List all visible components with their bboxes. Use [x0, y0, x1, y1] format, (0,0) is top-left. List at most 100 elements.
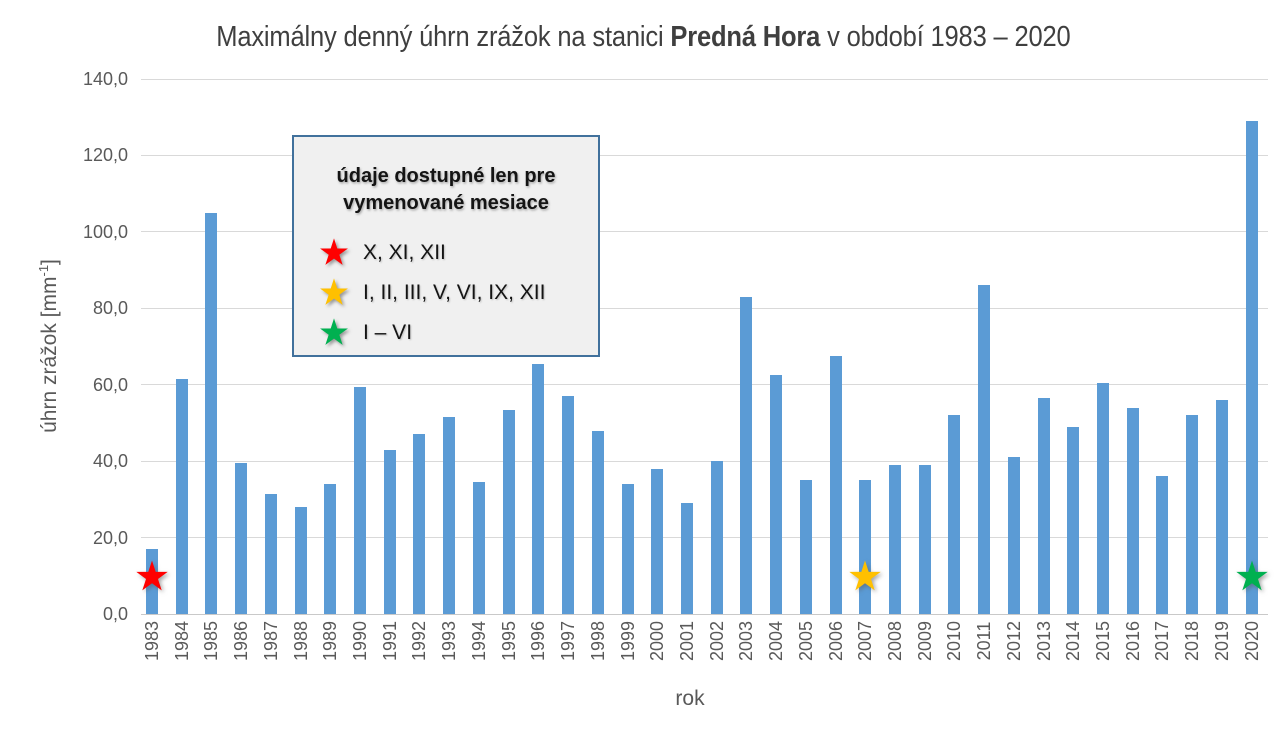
x-tick-label-2002: 2002: [706, 620, 727, 662]
bar-2020: [1245, 121, 1258, 614]
x-tick-label-1989: 1989: [320, 620, 341, 662]
bar-2015: [1097, 382, 1110, 614]
bar-1993: [443, 417, 456, 614]
gridline-80: [141, 307, 1268, 309]
bar-1990: [354, 386, 367, 614]
x-tick-label-2018: 2018: [1182, 620, 1203, 662]
x-tick-label-2003: 2003: [736, 620, 757, 662]
x-axis-title: rok: [675, 687, 705, 710]
legend-label-yellow: I, II, III, V, VI, IX, XII: [363, 281, 546, 304]
x-tick-label-2001: 2001: [676, 620, 697, 662]
x-tick-label-2000: 2000: [647, 620, 668, 662]
x-tick-label-1992: 1992: [409, 620, 430, 662]
x-tick-label-1991: 1991: [379, 620, 400, 662]
y-tick-label-20: 20,0: [92, 527, 128, 548]
bar-2006: [829, 356, 842, 614]
x-tick-label-1998: 1998: [587, 620, 608, 662]
bar-1996: [532, 363, 545, 614]
bar-2011: [978, 285, 991, 614]
bar-1991: [383, 449, 396, 614]
bar-2000: [651, 468, 664, 614]
chart-title: Maximálny denný úhrn zrážok na stanici P…: [0, 20, 1287, 54]
legend-title-line2: vymenované mesiace: [343, 192, 549, 214]
legend-box: údaje dostupné len pre vymenované mesiac…: [292, 135, 600, 357]
x-tick-label-1987: 1987: [260, 620, 281, 662]
bar-1994: [472, 482, 485, 614]
chart-title-suffix: v období 1983 – 2020: [820, 21, 1071, 53]
gridline-60: [141, 384, 1268, 386]
bar-2016: [1126, 407, 1139, 614]
star-marker-2007: [847, 559, 883, 595]
x-tick-label-2007: 2007: [855, 620, 876, 662]
bar-1992: [413, 434, 426, 614]
chart-title-station: Predná Hora: [670, 21, 821, 53]
legend-item-red: X, XI, XII: [318, 233, 598, 273]
x-tick-label-1999: 1999: [617, 620, 638, 662]
bar-1988: [294, 507, 307, 614]
bar-2013: [1037, 398, 1050, 614]
x-tick-label-2008: 2008: [885, 620, 905, 662]
x-tick-label-2013: 2013: [1033, 620, 1054, 662]
x-tick-label-1984: 1984: [171, 620, 192, 662]
gridline-40: [141, 460, 1268, 462]
bar-2014: [1067, 426, 1080, 614]
bar-1984: [175, 378, 188, 614]
bar-2003: [740, 296, 753, 614]
legend-item-yellow: I, II, III, V, VI, IX, XII: [318, 273, 598, 313]
bar-2001: [680, 503, 693, 614]
chart-title-prefix: Maximálny denný úhrn zrážok na stanici: [216, 21, 671, 53]
x-tick-label-2014: 2014: [1063, 620, 1084, 662]
bar-2002: [710, 461, 723, 614]
legend-label-red: X, XI, XII: [363, 241, 446, 264]
x-tick-label-2011: 2011: [974, 621, 995, 661]
x-tick-label-2006: 2006: [825, 620, 846, 662]
x-tick-label-1997: 1997: [558, 620, 579, 662]
star-marker-2020: [1234, 559, 1270, 595]
x-tick-label-1994: 1994: [468, 620, 489, 662]
x-tick-label-1995: 1995: [498, 620, 519, 662]
y-tick-label-80: 80,0: [92, 298, 128, 319]
x-tick-label-1996: 1996: [528, 620, 549, 662]
x-axis-line: [141, 613, 1268, 615]
y-tick-label-60: 60,0: [92, 374, 128, 395]
bar-2009: [918, 464, 931, 614]
x-tick-label-1983: 1983: [142, 620, 162, 662]
bar-2005: [799, 480, 812, 614]
star-marker-1983: [134, 559, 170, 595]
x-tick-label-2009: 2009: [914, 620, 935, 662]
bar-2019: [1215, 400, 1228, 614]
bar-1995: [502, 409, 515, 614]
yellow-star-icon: [320, 278, 348, 305]
green-star-icon: [320, 318, 348, 345]
bar-1987: [264, 493, 277, 614]
x-tick-label-2004: 2004: [766, 620, 787, 662]
legend-title-line1: údaje dostupné len pre: [336, 165, 556, 187]
x-tick-label-1986: 1986: [231, 620, 252, 662]
x-tick-label-1985: 1985: [201, 620, 222, 662]
legend-items: X, XI, XII I, II, III, V, VI, IX, XII I …: [294, 233, 598, 353]
bar-2004: [770, 375, 783, 614]
x-tick-label-2010: 2010: [944, 620, 965, 662]
bar-1989: [324, 484, 337, 614]
x-tick-label-1990: 1990: [350, 620, 371, 662]
y-tick-label-0: 0,0: [102, 604, 128, 624]
x-tick-label-2015: 2015: [1093, 620, 1114, 662]
x-tick-label-2005: 2005: [795, 620, 816, 662]
gridline-20: [141, 537, 1268, 539]
red-star-icon: [320, 238, 348, 265]
bar-1998: [591, 430, 604, 614]
bar-2018: [1186, 415, 1199, 614]
legend-title: údaje dostupné len pre vymenované mesiac…: [294, 163, 598, 217]
bar-1999: [621, 484, 634, 614]
bar-2010: [948, 415, 961, 614]
y-tick-label-100: 100,0: [82, 221, 128, 242]
gridline-120: [141, 154, 1268, 156]
bar-1997: [562, 396, 575, 614]
bar-2012: [1007, 457, 1020, 614]
x-tick-label-2016: 2016: [1122, 620, 1143, 662]
x-tick-label-2020: 2020: [1241, 620, 1262, 662]
x-tick-label-2019: 2019: [1211, 620, 1232, 662]
gridline-100: [141, 231, 1268, 233]
x-tick-label-1988: 1988: [290, 620, 311, 662]
x-tick-label-2017: 2017: [1152, 620, 1173, 662]
